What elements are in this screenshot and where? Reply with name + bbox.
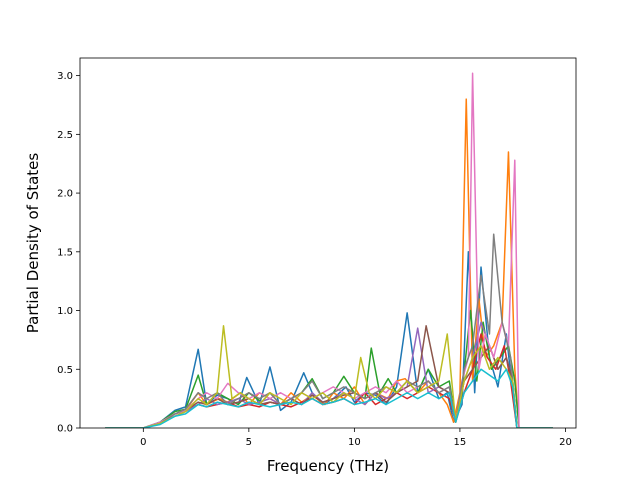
y-tick-label: 3.0 xyxy=(57,71,73,82)
series-line-8 xyxy=(105,233,553,428)
x-tick-label: 15 xyxy=(454,437,467,448)
y-tick-label: 0.5 xyxy=(57,365,73,376)
y-tick-label: 1.5 xyxy=(57,247,73,258)
series-line-9 xyxy=(105,325,553,428)
y-tick-label: 0.0 xyxy=(57,424,73,435)
y-tick-label: 2.5 xyxy=(57,130,73,141)
y-tick-label: 2.0 xyxy=(57,189,73,200)
x-tick-label: 20 xyxy=(559,437,572,448)
x-tick-label: 10 xyxy=(348,437,361,448)
series-layer xyxy=(105,72,553,428)
x-axis-ticks: 0 5 10 15 20 xyxy=(140,428,572,448)
x-tick-label: 5 xyxy=(246,437,252,448)
x-tick-label: 0 xyxy=(140,437,146,448)
plot-area xyxy=(80,58,576,428)
y-axis-title: Partial Density of States xyxy=(24,153,42,334)
y-tick-label: 1.0 xyxy=(57,306,73,317)
x-axis-title: Frequency (THz) xyxy=(267,457,389,475)
plot-frame xyxy=(79,57,577,429)
series-line-6 xyxy=(105,325,553,428)
y-axis-ticks: 0.0 0.5 1.0 1.5 2.0 2.5 3.0 xyxy=(57,71,80,435)
series-line-10 xyxy=(105,368,553,428)
